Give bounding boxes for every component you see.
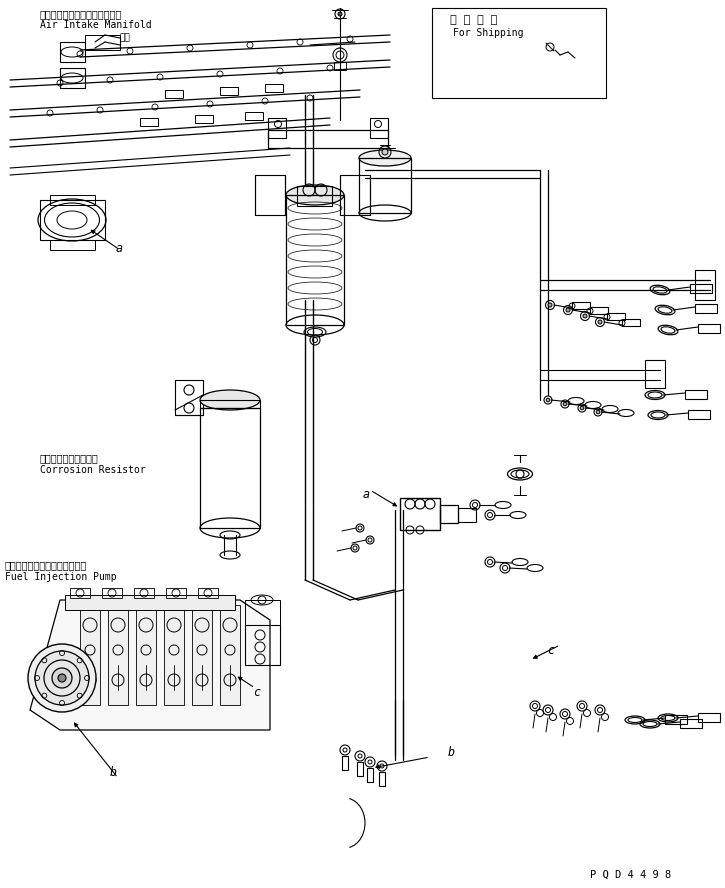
Bar [85,35,120,50]
Bar [255,175,285,215]
Bar [200,408,260,528]
Bar [607,313,625,320]
Bar [367,768,373,782]
Circle shape [596,410,600,414]
Circle shape [583,314,587,318]
Ellipse shape [35,651,89,705]
Ellipse shape [200,390,260,410]
Bar [359,158,411,213]
Circle shape [338,12,342,16]
Ellipse shape [28,644,96,712]
Bar [102,588,122,598]
Text: a: a [363,488,370,501]
Text: エアーインテークマニホールド: エアーインテークマニホールド [40,9,123,19]
Bar [268,118,286,138]
Bar [245,625,280,665]
Text: a: a [116,242,123,255]
Bar [60,68,85,88]
Bar [268,130,388,148]
Bar [60,42,85,62]
Bar [645,360,665,388]
Bar [622,319,640,326]
Circle shape [548,303,552,307]
Bar [698,324,720,333]
Bar [572,302,590,309]
Polygon shape [30,600,270,730]
Circle shape [580,406,584,409]
Circle shape [382,149,388,155]
Text: b: b [110,765,117,779]
Bar [379,772,385,786]
Bar [245,600,280,625]
Text: For Shipping: For Shipping [453,28,523,38]
Bar [192,605,212,705]
Bar [195,115,213,123]
Text: P Q D 4 4 9 8: P Q D 4 4 9 8 [590,870,671,880]
Bar [698,713,720,722]
Bar [175,380,203,415]
Circle shape [566,308,570,312]
Bar [50,195,95,205]
Bar [134,588,154,598]
Bar [665,715,687,724]
Bar [297,186,332,206]
Bar [695,304,717,313]
Bar [200,400,260,408]
Text: Corrosion Resistor: Corrosion Resistor [40,465,146,475]
Bar [50,240,95,250]
Bar [70,588,90,598]
Circle shape [598,320,602,324]
Text: 運 指 部 品: 運 指 部 品 [450,15,497,25]
Bar [340,175,370,215]
Bar [680,719,702,728]
Bar [80,605,100,705]
Bar [690,284,712,293]
Bar [40,200,105,240]
Bar [198,588,218,598]
Bar [688,410,710,419]
Ellipse shape [58,674,66,682]
Text: フエルインジェクションポンプ: フエルインジェクションポンプ [5,560,87,570]
Bar [220,87,238,95]
Bar [165,90,183,98]
Bar [400,498,440,530]
Text: c: c [253,686,260,699]
Bar [164,605,184,705]
Text: コロージョンレジスタ: コロージョンレジスタ [40,453,99,463]
Bar [370,118,388,138]
Bar [342,756,348,770]
Ellipse shape [286,185,344,205]
Bar [166,588,186,598]
Ellipse shape [359,150,411,166]
Bar [65,595,235,610]
Bar [265,84,283,92]
Bar [220,605,240,705]
Circle shape [546,398,550,401]
Text: Air Intake Manifold: Air Intake Manifold [40,20,152,30]
Bar [140,118,158,126]
Bar [432,8,606,98]
Bar [695,270,715,300]
Bar [334,62,346,70]
Bar [685,390,707,399]
Bar [136,605,156,705]
Circle shape [563,402,567,406]
Text: Fuel Injection Pump: Fuel Injection Pump [5,572,117,582]
Text: b: b [448,746,455,758]
Bar [286,195,344,325]
Ellipse shape [52,668,72,688]
Bar [458,508,476,522]
Text: リル: リル [120,34,130,43]
Bar [440,505,458,523]
Bar [245,112,263,120]
Bar [590,307,608,314]
Bar [357,762,363,776]
Bar [108,605,128,705]
Text: c: c [547,645,554,657]
